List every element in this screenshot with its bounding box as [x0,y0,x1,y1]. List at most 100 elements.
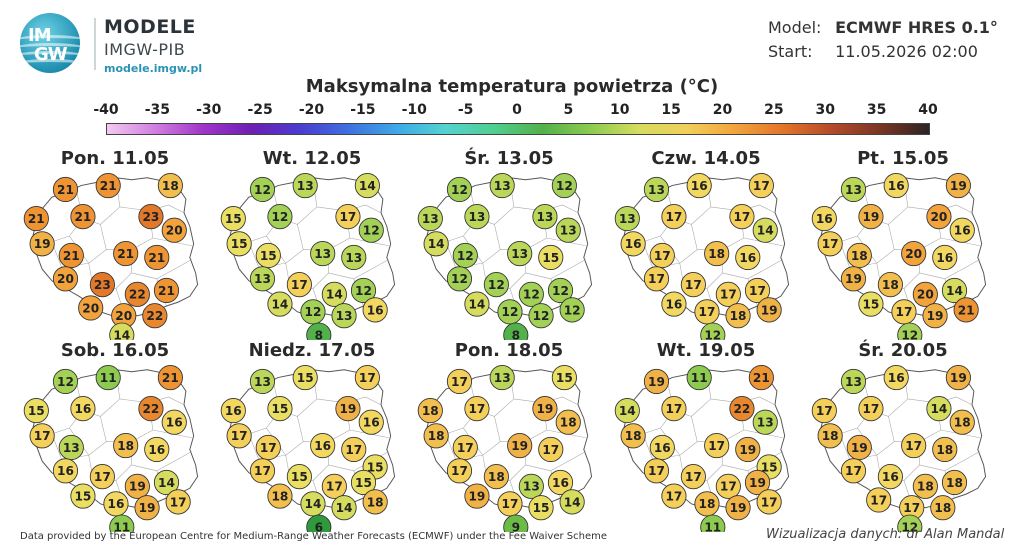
temperature-dot [555,217,581,243]
temperature-dot [614,397,640,424]
temperature-marker: 11 [95,364,121,391]
logo-text-top: IM [28,25,52,46]
temperature-value: 18 [851,249,868,263]
temperature-value: 17 [822,237,839,251]
temperature-marker: 22 [729,396,755,422]
temperature-value: 20 [57,272,74,286]
temperature-marker: 18 [912,473,938,499]
temperature-value: 21 [958,303,975,317]
temperature-marker: 15 [255,242,281,269]
temperature-value: 19 [845,272,862,286]
temperature-marker: 12 [300,299,326,325]
temperature-value: 17 [905,439,922,453]
temperature-dot [949,217,975,243]
temperature-marker: 14 [354,172,380,199]
temperature-dot [29,423,55,449]
temperature-value: 9 [512,521,520,532]
temperature-value: 17 [666,489,683,503]
temperature-dot [752,217,778,243]
temperature-dot [503,322,529,340]
temperature-value: 12 [451,272,468,286]
scale-tick-label: -15 [350,102,376,118]
temperature-value: 19 [761,303,778,317]
temperature-dot [497,491,523,517]
temperature-value: 21 [148,251,165,265]
model-value: ECMWF HRES 0.1° [835,18,998,37]
temperature-dot [153,469,180,496]
temperature-dot [686,364,712,391]
temperature-marker: 16 [661,291,687,317]
temperature-dot [649,242,675,269]
temperature-marker: 13 [555,217,581,243]
temperature-marker: 16 [686,172,712,199]
temperature-value: 17 [170,495,187,509]
scale-tick-label: -30 [196,102,222,118]
temperature-dot [52,368,79,395]
temperature-dot [464,483,490,509]
temperature-dot [446,458,473,484]
region-border [944,259,980,280]
temperature-marker: 12 [547,277,574,304]
temperature-value: 11 [113,521,130,532]
temperature-value: 16 [954,224,971,238]
temperature-marker: 13 [489,364,515,391]
temperature-dot [341,436,367,463]
temperature-marker: 19 [846,434,872,461]
temperature-value: 11 [100,371,117,385]
temperature-marker: 11 [109,514,135,532]
temperature-dot [725,495,751,521]
temperature-marker: 11 [700,514,726,532]
org-url-link[interactable]: modele.imgw.pl [104,62,203,75]
temperature-marker: 13 [341,244,367,271]
temperature-dot [23,205,49,232]
temperature-dot [846,242,872,269]
temperature-dot [507,240,533,267]
temperature-marker: 14 [321,281,347,307]
temperature-value: 12 [305,305,322,319]
temperature-value: 14 [757,224,774,238]
temperature-dot [362,297,388,323]
temperature-dot [555,409,581,435]
temperature-marker: 13 [840,176,867,203]
temperature-value: 19 [950,371,967,385]
temperature-marker: 18 [817,423,843,449]
temperature-marker: 20 [926,204,952,230]
temperature-marker: 14 [926,396,952,422]
temperature-value: 17 [34,429,51,443]
temperature-value: 18 [272,489,289,503]
temperature-marker: 17 [446,458,473,484]
temperature-value: 16 [691,179,708,193]
temperature-value: 12 [457,249,474,263]
temperature-value: 17 [666,402,683,416]
temperature-value: 16 [363,416,380,430]
temperature-marker: 17 [226,423,252,449]
temperature-marker: 16 [735,244,761,271]
temperature-marker: 16 [877,464,903,490]
temperature-dot [310,240,336,267]
temperature-value: 16 [625,237,642,251]
temperature-dot [142,303,168,329]
temperature-marker: 18 [930,495,956,521]
day-panel: Wt. 19.05 19 11 21 14 17 22 13 18 16 17 19 15 17 17 17 1… [611,340,801,532]
temperature-marker: 17 [840,458,867,484]
temperature-marker: 16 [161,409,187,435]
temperature-value: 12 [272,210,289,224]
temperature-dot [331,495,357,521]
temperature-value: 12 [901,329,918,340]
temperature-marker: 15 [70,483,96,509]
temperature-dot [300,491,326,517]
temperature-dot [715,281,741,307]
temperature-dot [354,364,380,391]
temperature-value: 17 [761,495,778,509]
temperature-dot [661,483,687,509]
temperature-value: 17 [94,470,111,484]
temperature-marker: 12 [350,277,377,304]
temperature-marker: 15 [538,244,564,271]
temperature-marker: 13 [507,240,533,267]
temperature-value: 12 [523,288,540,302]
temperature-dot [226,423,252,449]
temperature-dot [735,436,761,463]
